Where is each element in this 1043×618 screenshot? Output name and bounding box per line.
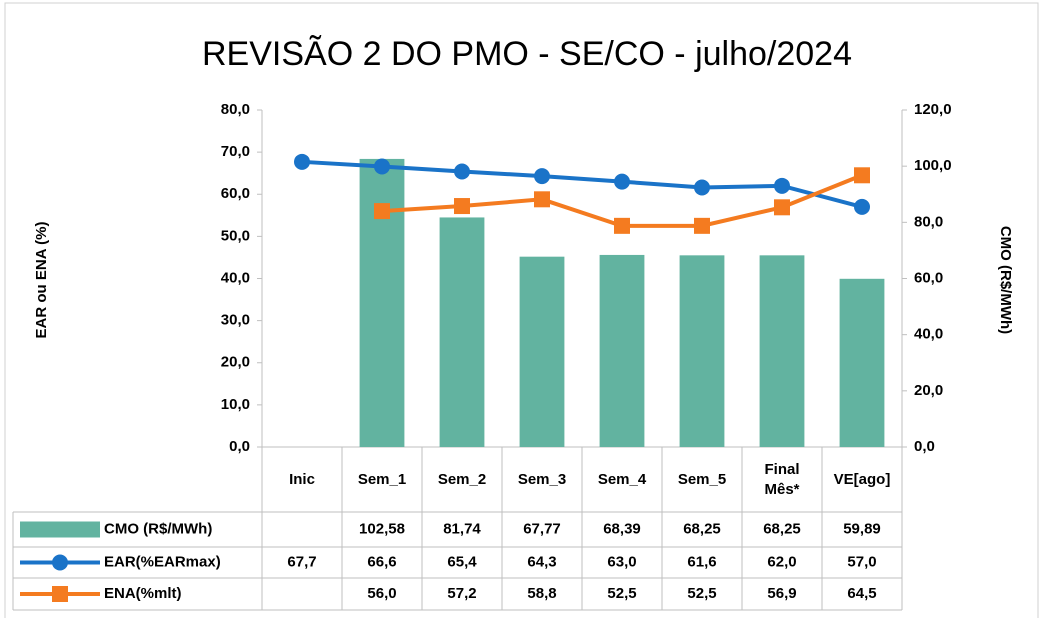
y-tick-label: 70,0 <box>221 143 250 160</box>
x-tick-label: Sem_2 <box>438 471 486 488</box>
table-value: 59,89 <box>843 520 881 537</box>
y2-tick-label: 120,0 <box>914 101 952 118</box>
y2-tick-label: 60,0 <box>914 269 943 286</box>
y2-tick-label: 100,0 <box>914 157 952 174</box>
marker <box>534 168 550 185</box>
y2-tick-label: 20,0 <box>914 382 943 399</box>
marker <box>374 158 390 175</box>
table-value: 81,74 <box>443 520 481 537</box>
y-tick-label: 80,0 <box>221 101 250 118</box>
table-value: 68,39 <box>603 520 641 537</box>
table-value: 63,0 <box>607 553 636 570</box>
marker <box>454 198 470 215</box>
y2-tick-label: 40,0 <box>914 326 943 343</box>
table-value: 102,58 <box>359 520 405 537</box>
y-tick-label: 60,0 <box>221 185 250 202</box>
y-tick-label: 10,0 <box>221 396 250 413</box>
marker <box>774 199 790 216</box>
y2-axis-title: CMO (R$/MWh) <box>997 226 1014 334</box>
bar <box>359 158 405 447</box>
y-tick-label: 20,0 <box>221 354 250 371</box>
table-value: 56,0 <box>367 585 396 602</box>
marker <box>854 198 870 215</box>
x-tick-label: Inic <box>289 471 315 488</box>
y2-tick-label: 80,0 <box>914 213 943 230</box>
bar <box>679 255 725 447</box>
bar <box>839 278 885 447</box>
table-value: 56,9 <box>767 585 796 602</box>
marker <box>374 203 390 220</box>
x-tick-label-line: Final <box>764 461 799 478</box>
table-value: 65,4 <box>447 553 477 570</box>
table-value: 62,0 <box>767 553 796 570</box>
table-value: 68,25 <box>763 520 801 537</box>
chart-title: REVISÃO 2 DO PMO - SE/CO - julho/2024 <box>202 35 852 73</box>
marker <box>614 173 630 190</box>
table-value: 67,77 <box>523 520 561 537</box>
table-value: 66,6 <box>367 553 396 570</box>
legend-label: ENA(%mlt) <box>104 585 182 602</box>
legend-key <box>20 521 100 538</box>
table-value: 57,0 <box>847 553 876 570</box>
table-value: 58,8 <box>527 585 556 602</box>
y-axis-title: EAR ou ENA (%) <box>33 222 50 339</box>
x-tick-label: Sem_5 <box>678 471 726 488</box>
y-tick-label: 30,0 <box>221 312 250 329</box>
bar <box>439 217 485 447</box>
table-value: 61,6 <box>687 553 716 570</box>
table-value: 52,5 <box>687 585 716 602</box>
marker <box>294 153 310 170</box>
y-tick-label: 50,0 <box>221 227 250 244</box>
x-tick-label: Sem_3 <box>518 471 566 488</box>
legend-marker <box>52 586 68 602</box>
legend-label: EAR(%EARmax) <box>104 553 221 570</box>
table-value: 64,3 <box>527 553 556 570</box>
legend-marker <box>52 554 68 571</box>
table-value: 64,5 <box>847 585 876 602</box>
x-tick-label: Final Mês* <box>764 461 799 498</box>
marker <box>534 191 550 208</box>
marker <box>614 217 630 234</box>
marker <box>774 177 790 194</box>
marker <box>454 163 470 180</box>
y-tick-label: 40,0 <box>221 269 250 286</box>
y-tick-label: 0,0 <box>229 438 250 455</box>
table-value: 68,25 <box>683 520 721 537</box>
bar <box>759 255 805 447</box>
y2-tick-label: 0,0 <box>914 438 935 455</box>
legend-label: CMO (R$/MWh) <box>104 520 212 537</box>
bar <box>599 254 645 447</box>
x-tick-label: Sem_1 <box>358 471 406 488</box>
table-value: 57,2 <box>447 585 476 602</box>
chart-border <box>4 2 1039 618</box>
line <box>301 159 863 209</box>
marker <box>694 217 710 234</box>
marker <box>854 167 870 184</box>
table-value: 52,5 <box>607 585 636 602</box>
bar <box>519 256 565 447</box>
table-value: 67,7 <box>287 553 316 570</box>
marker <box>694 179 710 196</box>
x-tick-label: Sem_4 <box>598 471 647 488</box>
x-tick-label-line: Mês* <box>764 481 799 498</box>
x-tick-label: VE[ago] <box>834 471 891 488</box>
